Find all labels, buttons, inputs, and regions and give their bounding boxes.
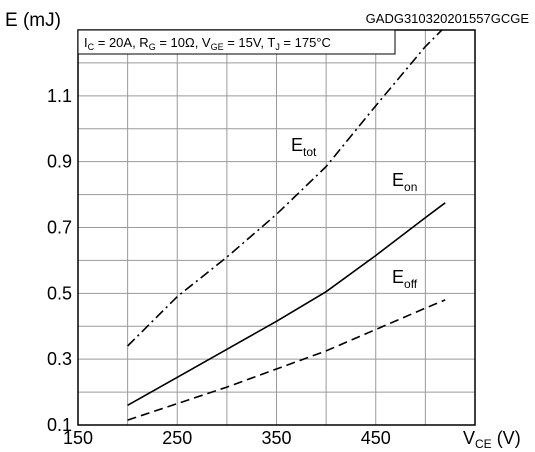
curve-eoff xyxy=(128,300,446,420)
curves xyxy=(128,27,446,420)
test-conditions: IC = 20A, RG = 10Ω, VGE = 15V, TJ = 175°… xyxy=(84,35,331,52)
y-tick-label: 0.3 xyxy=(47,349,72,369)
grid xyxy=(78,30,475,425)
y-tick-label: 0.7 xyxy=(47,218,72,238)
x-axis-label: VCE (V) xyxy=(463,428,521,451)
y-tick-label: 1.1 xyxy=(47,86,72,106)
x-tick-label: 150 xyxy=(63,428,93,448)
x-tick-label: 250 xyxy=(162,428,192,448)
y-tick-label: 0.5 xyxy=(47,283,72,303)
y-tick-label: 0.9 xyxy=(47,152,72,172)
x-tick-label: 450 xyxy=(361,428,391,448)
series-label-eoff: Eoff xyxy=(392,267,418,291)
y-axis-label: E (mJ) xyxy=(5,10,61,31)
series-label-etot: Etot xyxy=(291,135,317,159)
x-tick-label: 350 xyxy=(261,428,291,448)
series-label-eon: Eon xyxy=(392,170,417,194)
figure-code: GADG310320201557GCGE xyxy=(366,11,530,26)
y-tick-labels: 0.10.30.50.70.91.1 xyxy=(47,86,72,435)
x-tick-labels: 150 250 350 450 xyxy=(63,428,391,448)
curve-eon xyxy=(128,203,446,405)
